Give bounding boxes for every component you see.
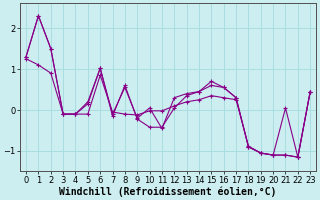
X-axis label: Windchill (Refroidissement éolien,°C): Windchill (Refroidissement éolien,°C)	[60, 186, 277, 197]
